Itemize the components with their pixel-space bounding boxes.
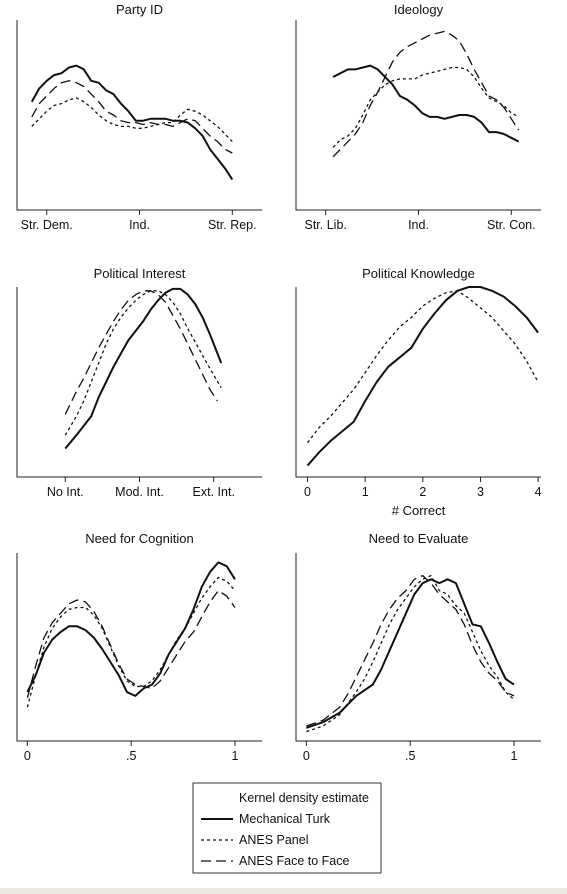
panel-6: Need to Evaluate 0 .5 1 <box>295 531 541 763</box>
x-tick-label: Ind. <box>408 218 429 232</box>
series-line-f2f <box>64 290 219 415</box>
legend-label-f2f: ANES Face to Face <box>239 854 350 868</box>
x-tick-label: 1 <box>232 749 239 763</box>
series-line-mturk <box>30 64 234 181</box>
axis-lines <box>295 553 541 742</box>
panel-4: Political Knowledge 0 1 2 3 4 # Correct <box>295 266 542 518</box>
x-tick-label: 4 <box>535 485 542 499</box>
x-tick-label: 0 <box>303 749 310 763</box>
series-line-panel <box>332 66 519 148</box>
x-tick-label: 0 <box>304 485 311 499</box>
panel-3: Political Interest No Int. Mod. Int. Ext. I… <box>16 266 262 499</box>
legend-label-mturk: Mechanical Turk <box>239 812 331 826</box>
legend-label-panel: ANES Panel <box>239 833 308 847</box>
x-tick-label: 2 <box>419 485 426 499</box>
series-line-panel <box>26 576 236 708</box>
x-tick-label: Mod. Int. <box>115 485 164 499</box>
x-tick-label: No Int. <box>47 485 84 499</box>
x-tick-label: Str. Rep. <box>208 218 257 232</box>
bottom-strip <box>0 888 567 894</box>
panel-5: Need for Cognition 0 .5 1 <box>16 531 262 763</box>
panel-title: Party ID <box>116 2 163 17</box>
series-line-mturk <box>306 578 515 729</box>
legend-frame <box>192 782 382 874</box>
panel-title: Political Interest <box>94 266 186 281</box>
panel-2: Ideology Str. Lib. Ind. Str. Con. <box>295 2 541 232</box>
series-line-f2f <box>306 574 515 727</box>
panel-title: Ideology <box>394 2 444 17</box>
x-tick-label: .5 <box>126 749 136 763</box>
x-tick-label: Ext. Int. <box>193 485 235 499</box>
axis-lines <box>16 20 262 211</box>
x-axis-label: # Correct <box>392 503 446 518</box>
series-line-mturk <box>306 286 539 467</box>
x-tick-label: 0 <box>24 749 31 763</box>
series-line-mturk <box>26 561 236 697</box>
legend: Kernel density estimate Mechanical Turk AN… <box>192 782 382 874</box>
series-line-panel <box>64 290 222 436</box>
series-line-mturk <box>332 64 520 143</box>
x-tick-label: 1 <box>362 485 369 499</box>
series-line-mturk <box>64 287 223 450</box>
x-tick-label: 3 <box>477 485 484 499</box>
axis-lines <box>295 287 541 478</box>
x-tick-label: .5 <box>405 749 415 763</box>
panel-1: Party ID Str. Dem. Ind. Str. Rep. <box>16 2 262 232</box>
legend-title: Kernel density estimate <box>239 791 369 805</box>
series-line-panel <box>306 290 539 444</box>
x-tick-label: Str. Lib. <box>305 218 347 232</box>
panel-title: Need for Cognition <box>85 531 193 546</box>
series-line-f2f <box>26 589 236 698</box>
series-line-f2f <box>31 80 233 154</box>
series-line-f2f <box>332 30 520 158</box>
axis-lines <box>295 20 541 211</box>
x-tick-label: Ind. <box>129 218 150 232</box>
axis-lines <box>16 553 262 742</box>
x-tick-label: Str. Con. <box>487 218 536 232</box>
series-line-panel <box>31 97 233 143</box>
axis-lines <box>16 287 262 478</box>
panel-title: Need to Evaluate <box>369 531 469 546</box>
panel-title: Political Knowledge <box>362 266 475 281</box>
x-tick-label: 1 <box>511 749 518 763</box>
x-tick-label: Str. Dem. <box>21 218 73 232</box>
